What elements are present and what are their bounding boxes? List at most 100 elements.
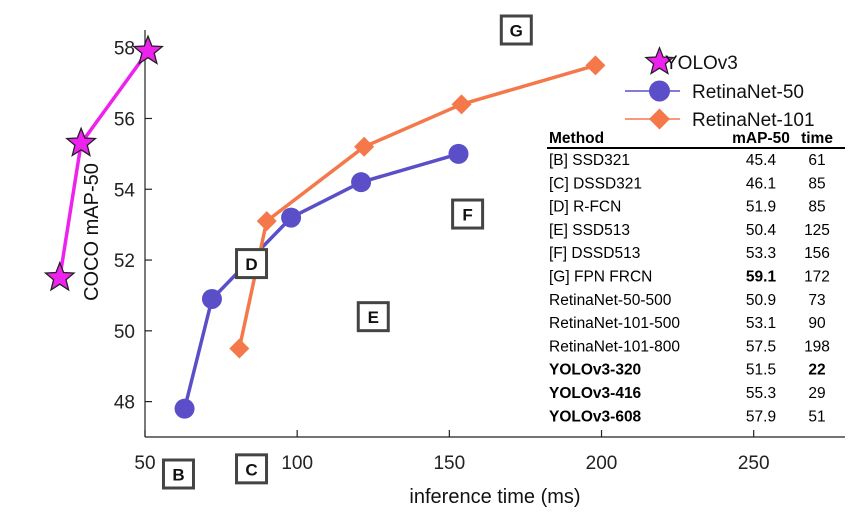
- table-row: [C] DSSD321 46.1 85: [549, 175, 826, 192]
- table-cell-time: 51: [808, 408, 825, 425]
- x-tick-label: 150: [433, 453, 465, 474]
- table-cell-method: YOLOv3-608: [549, 408, 642, 425]
- method-marker-box: [161, 458, 195, 490]
- data-point-retinanet-50: [351, 172, 372, 193]
- method-marker-f: F: [451, 198, 485, 230]
- results-table: Method mAP-50 time [B] SSD321 45.4 61 [C] DSSD…: [547, 130, 845, 425]
- table-cell-time: 125: [804, 222, 830, 239]
- legend: YOLOv3 RetinaNet-50 RetinaNet-101: [625, 46, 815, 131]
- method-marker-label: F: [462, 206, 472, 225]
- table-cell-time: 90: [808, 315, 826, 332]
- series-layer: [43, 34, 606, 419]
- method-marker-box: [499, 14, 533, 46]
- method-marker-e: E: [356, 301, 390, 333]
- legend-entry-retinanet-101: RetinaNet-101: [625, 108, 815, 131]
- method-marker-label: C: [245, 460, 257, 479]
- data-point-retinanet-101: [585, 55, 606, 76]
- y-axis-title: COCO mAP-50: [81, 163, 103, 301]
- data-point-retinanet-50: [281, 207, 302, 228]
- data-point-retinanet-101: [256, 211, 277, 232]
- table-cell-map: 59.1: [746, 269, 777, 286]
- y-tick-label: 48: [114, 393, 135, 414]
- method-marker-box: [235, 453, 269, 485]
- data-point-retinanet-101: [451, 94, 472, 115]
- table-cell-time: 172: [804, 269, 830, 286]
- table-row: [F] DSSD513 53.3 156: [549, 245, 830, 262]
- table-row: [D] R-FCN 51.9 85: [549, 199, 826, 216]
- table-cell-method: [E] SSD513: [549, 222, 630, 239]
- table-row: YOLOv3-320 51.5 22: [549, 362, 826, 379]
- x-tick-label: 50: [134, 453, 155, 474]
- legend-label: RetinaNet-101: [692, 110, 815, 131]
- table-cell-method: [F] DSSD513: [549, 245, 640, 262]
- table-cell-map: 46.1: [746, 175, 776, 192]
- table-header-cell: mAP-50: [732, 130, 790, 147]
- series-retinanet-50: [174, 143, 469, 419]
- table-cell-method: YOLOv3-416: [549, 385, 642, 402]
- table-cell-time: 73: [808, 292, 825, 309]
- series-line-yolov3: [58, 50, 150, 278]
- x-tick-label: 200: [586, 453, 618, 474]
- table-cell-method: [B] SSD321: [549, 152, 630, 169]
- y-tick-label: 54: [114, 180, 136, 201]
- table-header-cell: time: [801, 130, 833, 147]
- table-cell-map: 57.5: [746, 338, 776, 355]
- table-cell-method: [C] DSSD321: [549, 175, 642, 192]
- y-tick-label: 50: [114, 322, 135, 343]
- table-cell-map: 55.3: [746, 385, 776, 402]
- table-row: [G] FPN FRCN 59.1 172: [549, 269, 830, 286]
- method-marker-d: D: [235, 248, 269, 280]
- data-point-retinanet-101: [354, 136, 375, 157]
- table-cell-method: [G] FPN FRCN: [549, 269, 652, 286]
- method-marker-g: G: [499, 14, 533, 46]
- table-cell-time: 85: [808, 199, 825, 216]
- table-row: [B] SSD321 45.4 61: [549, 152, 826, 169]
- axes: 50 100 150 200 250 48 50 52 54 56 58: [114, 30, 845, 474]
- table-cell-map: 51.9: [746, 199, 776, 216]
- table-cell-map: 57.9: [746, 408, 776, 425]
- method-marker-label: G: [510, 22, 523, 41]
- legend-label: YOLOv3: [665, 53, 738, 74]
- table-row: RetinaNet-50-500 50.9 73: [549, 292, 826, 309]
- table-cell-map: 50.4: [746, 222, 777, 239]
- table-cell-method: YOLOv3-320: [549, 362, 641, 379]
- legend-label: RetinaNet-50: [692, 82, 804, 103]
- legend-marker: [649, 108, 670, 130]
- table-cell-map: 51.5: [746, 362, 776, 379]
- table-cell-map: 50.9: [746, 292, 776, 309]
- table-row: RetinaNet-101-800 57.5 198: [549, 338, 830, 355]
- y-tick-label: 56: [114, 109, 135, 130]
- data-point-retinanet-50: [201, 288, 222, 309]
- data-point-yolov3: [43, 260, 76, 292]
- data-point-retinanet-50: [448, 143, 469, 164]
- series-yolov3: [43, 34, 165, 292]
- table-cell-time: 61: [808, 152, 825, 169]
- table-cell-time: 198: [804, 338, 830, 355]
- table-cell-time: 29: [808, 385, 825, 402]
- table-cell-map: 53.1: [746, 315, 776, 332]
- x-tick-label: 250: [738, 453, 770, 474]
- y-tick-label: 52: [114, 251, 135, 272]
- method-marker-box: [451, 198, 485, 230]
- table-header-cell: Method: [549, 130, 604, 147]
- data-point-retinanet-101: [229, 338, 250, 359]
- table-cell-method: RetinaNet-50-500: [549, 292, 672, 309]
- method-marker-label: D: [245, 255, 257, 274]
- legend-marker: [649, 80, 670, 102]
- legend-entry-retinanet-50: RetinaNet-50: [625, 80, 804, 103]
- data-point-retinanet-50: [174, 398, 195, 419]
- table-row: RetinaNet-101-500 53.1 90: [549, 315, 826, 332]
- method-markers: B C D E F G: [161, 14, 533, 490]
- table-cell-method: RetinaNet-101-500: [549, 315, 680, 332]
- method-marker-box: [356, 301, 390, 333]
- method-marker-label: B: [172, 466, 184, 485]
- series-line-retinanet-101: [237, 63, 596, 349]
- legend-marker: [644, 46, 675, 75]
- method-marker-label: E: [368, 308, 379, 327]
- table-row: YOLOv3-416 55.3 29: [549, 385, 826, 402]
- x-axis-title: inference time (ms): [409, 486, 580, 508]
- series-line-retinanet-50: [182, 152, 459, 410]
- table-cell-method: [D] R-FCN: [549, 199, 621, 216]
- method-marker-b: B: [161, 458, 195, 490]
- legend-entry-yolov3: YOLOv3: [644, 46, 738, 75]
